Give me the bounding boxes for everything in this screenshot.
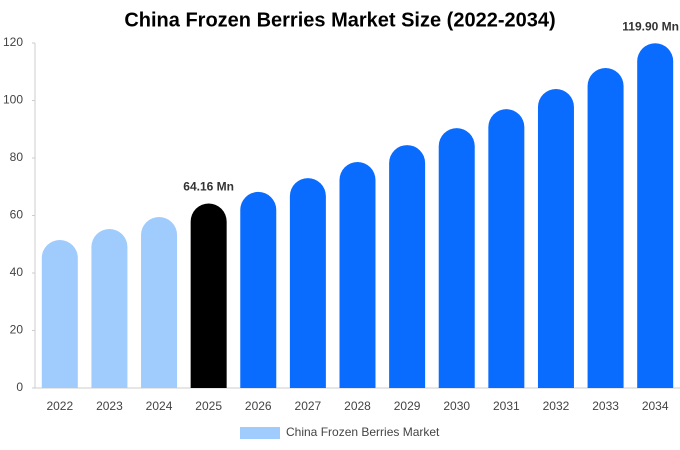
y-tick-label: 40 bbox=[10, 265, 24, 279]
y-tick-label: 80 bbox=[10, 150, 24, 164]
bar bbox=[637, 43, 674, 388]
x-tick-label: 2028 bbox=[344, 399, 371, 413]
bar bbox=[587, 68, 624, 388]
legend-swatch bbox=[240, 427, 280, 439]
x-tick-label: 2027 bbox=[295, 399, 322, 413]
y-tick-label: 60 bbox=[10, 208, 24, 222]
x-tick-label: 2030 bbox=[443, 399, 470, 413]
y-tick-label: 100 bbox=[3, 93, 23, 107]
x-tick-label: 2025 bbox=[195, 399, 222, 413]
bar bbox=[190, 203, 227, 388]
x-tick-label: 2031 bbox=[493, 399, 520, 413]
x-tick-label: 2034 bbox=[642, 399, 669, 413]
bar bbox=[91, 229, 128, 388]
bar bbox=[488, 109, 525, 389]
x-tick-label: 2023 bbox=[96, 399, 123, 413]
x-tick-label: 2029 bbox=[394, 399, 421, 413]
y-tick-label: 0 bbox=[16, 380, 23, 394]
data-label: 64.16 Mn bbox=[183, 180, 234, 194]
y-tick-label: 120 bbox=[3, 35, 23, 49]
bar bbox=[339, 162, 376, 388]
x-tick-label: 2024 bbox=[146, 399, 173, 413]
bar bbox=[389, 145, 426, 388]
bar bbox=[537, 89, 574, 388]
x-tick-label: 2022 bbox=[46, 399, 73, 413]
x-tick-label: 2033 bbox=[592, 399, 619, 413]
bar bbox=[41, 239, 78, 388]
x-tick-label: 2026 bbox=[245, 399, 272, 413]
legend-label: China Frozen Berries Market bbox=[286, 425, 440, 439]
bar bbox=[141, 216, 178, 388]
bar bbox=[240, 191, 277, 388]
bar bbox=[438, 128, 475, 388]
y-tick-label: 20 bbox=[10, 323, 24, 337]
data-label: 119.90 Mn bbox=[622, 19, 679, 33]
bar bbox=[289, 178, 326, 388]
x-tick-label: 2032 bbox=[543, 399, 570, 413]
chart-title: China Frozen Berries Market Size (2022-2… bbox=[124, 9, 555, 31]
